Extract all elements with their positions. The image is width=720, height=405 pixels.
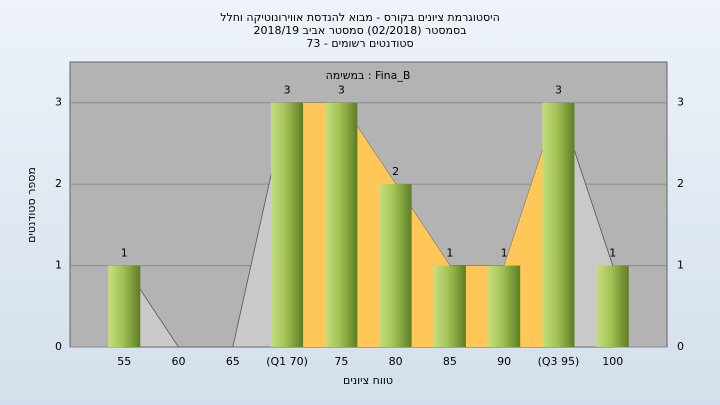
bar (325, 102, 358, 347)
chart-title: היסטוגרמת ציונים בקורס - מבוא להנדסת אוו… (220, 11, 500, 24)
y-axis-label: מספר סטודנטים (25, 167, 38, 243)
data-label: 1 (121, 247, 128, 260)
bar (433, 265, 466, 347)
y2-tick-label: 1 (677, 259, 684, 272)
data-label: 3 (284, 84, 291, 97)
y2-tick-label: 3 (677, 96, 684, 109)
chart-subtitle: בסמסטר (02/2018) סמסטר אביב 2018/19 (253, 24, 466, 37)
bar (488, 265, 521, 347)
x-tick-label: 80 (389, 355, 403, 368)
data-label: 1 (446, 247, 453, 260)
y2-tick-label: 0 (677, 340, 684, 353)
data-label: 3 (555, 84, 562, 97)
bar (271, 102, 304, 347)
x-tick-label: 75 (334, 355, 348, 368)
x-tick-label: (Q3 95) (538, 355, 580, 368)
bar (542, 102, 575, 347)
data-label: 1 (609, 247, 616, 260)
x-tick-label: 65 (226, 355, 240, 368)
bar (596, 265, 629, 347)
x-tick-label: 90 (497, 355, 511, 368)
bar (379, 184, 412, 347)
y-tick-label: 1 (55, 259, 62, 272)
y2-tick-label: 2 (677, 177, 684, 190)
x-tick-label: (Q1 70) (266, 355, 308, 368)
bar (108, 265, 141, 347)
data-label: 2 (392, 165, 399, 178)
x-tick-label: 85 (443, 355, 457, 368)
chart-note: סטודנטים רשומים - 73 (306, 37, 413, 50)
data-label: 1 (501, 247, 508, 260)
annotation: במשימה : Fina_B (326, 69, 411, 82)
y-tick-label: 3 (55, 96, 62, 109)
x-tick-label: 100 (602, 355, 623, 368)
x-axis-label: טווח ציונים (343, 374, 393, 387)
y-tick-label: 2 (55, 177, 62, 190)
y-tick-label: 0 (55, 340, 62, 353)
data-label: 3 (338, 84, 345, 97)
x-tick-label: 60 (172, 355, 186, 368)
x-tick-label: 55 (117, 355, 131, 368)
